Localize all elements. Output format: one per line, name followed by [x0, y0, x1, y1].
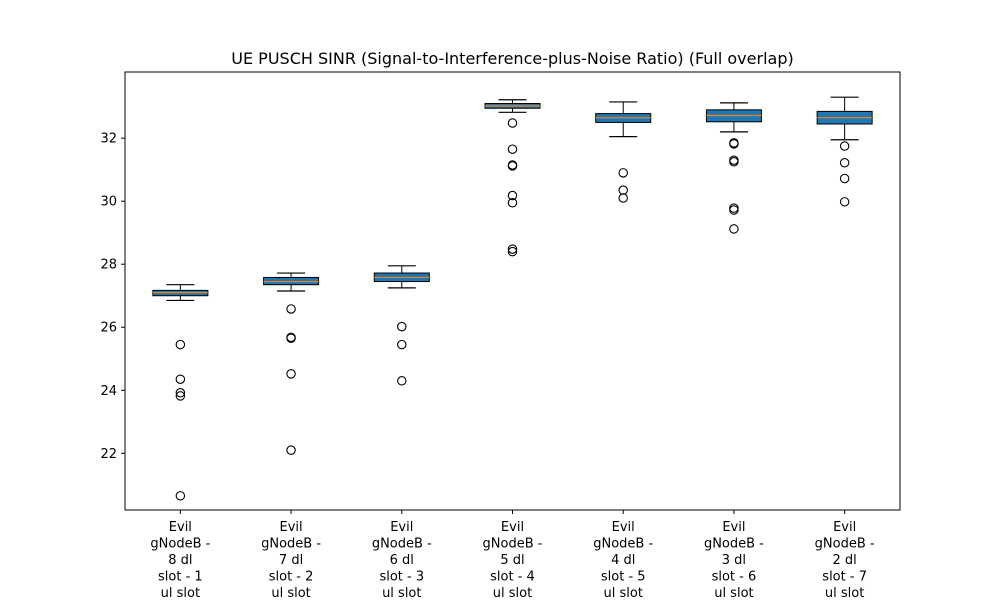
x-tick-label-line: gNodeB -	[815, 537, 875, 552]
outlier-point	[618, 193, 628, 203]
outlier-point	[729, 157, 739, 167]
outlier-point	[618, 168, 628, 178]
x-tick-label-line: gNodeB -	[483, 537, 543, 552]
x-tick-label-line: Evil	[722, 520, 745, 535]
outlier-point	[618, 185, 628, 195]
x-tick-label: Evil gNodeB -2 dl slot - 7 ul slot	[815, 520, 875, 600]
box-group	[595, 101, 652, 203]
outlier-point	[839, 197, 850, 207]
outlier-point	[397, 339, 407, 350]
x-tick-label-line: Evil	[501, 520, 524, 535]
outlier-point	[507, 198, 518, 208]
outlier-point	[175, 339, 186, 350]
box-group	[263, 272, 320, 455]
y-tick-label: 26	[100, 321, 117, 336]
outlier-point	[397, 376, 407, 386]
box-group	[816, 96, 873, 207]
x-tick-label-line: slot - 7	[822, 570, 867, 585]
x-tick-label-line: Evil	[280, 520, 303, 535]
x-tick-label-line: 8 dl	[168, 553, 192, 568]
box-group	[705, 102, 762, 234]
x-tick-label-line: slot - 2	[269, 570, 314, 585]
outlier-point	[839, 173, 850, 184]
y-tick-label: 22	[100, 447, 117, 462]
x-tick-label-line: ul slot	[271, 586, 310, 600]
x-tick-label-line: 3 dl	[722, 553, 746, 568]
outlier-point	[507, 144, 518, 154]
x-tick-label-line: slot - 5	[601, 570, 646, 585]
outlier-point	[286, 445, 296, 455]
outlier-point	[175, 491, 186, 501]
x-tick-label-line: 4 dl	[611, 553, 635, 568]
x-tick-label-line: Evil	[169, 520, 192, 535]
x-tick-label-line: ul slot	[714, 586, 753, 600]
x-tick-label: Evil gNodeB -5 dl slot - 4 ul slot	[483, 520, 543, 600]
x-tick-label-line: 6 dl	[390, 553, 414, 568]
x-tick-label-line: ul slot	[604, 586, 643, 600]
box-group	[484, 99, 541, 257]
x-tick-label-line: Evil	[390, 520, 413, 535]
boxes-layer	[152, 96, 873, 501]
x-tick-label-line: gNodeB -	[372, 537, 432, 552]
x-tick-label-line: 5 dl	[500, 553, 524, 568]
x-tick-label-line: slot - 6	[712, 570, 757, 585]
outlier-point	[839, 141, 850, 151]
plot-frame	[124, 71, 901, 511]
outlier-point	[729, 139, 739, 149]
x-tick-label: Evil gNodeB -4 dl slot - 5 ul slot	[593, 520, 653, 600]
x-tick-label-line: ul slot	[382, 586, 421, 600]
x-tick-label-line: gNodeB -	[150, 537, 210, 552]
x-tick-label-line: gNodeB -	[261, 537, 321, 552]
outlier-point	[286, 304, 296, 314]
outlier-point	[286, 333, 296, 344]
x-tick-label-line: slot - 3	[379, 570, 424, 585]
outlier-point	[507, 161, 518, 171]
x-tick-label: Evil gNodeB -8 dl slot - 1 ul slot	[150, 520, 210, 600]
x-tick-label-line: slot - 1	[158, 570, 203, 585]
x-tick-label-line: gNodeB -	[593, 537, 653, 552]
x-tick-label-line: slot - 4	[490, 570, 535, 585]
x-tick-label-line: ul slot	[825, 586, 864, 600]
y-tick-label: 30	[100, 195, 117, 210]
outlier-point	[397, 321, 407, 332]
x-tick-label-line: ul slot	[161, 586, 200, 600]
x-tick-label-line: Evil	[612, 520, 635, 535]
outlier-point	[507, 246, 518, 257]
y-tick-label: 28	[100, 258, 117, 273]
box-group	[373, 265, 430, 386]
outlier-point	[729, 224, 739, 234]
outlier-point	[507, 118, 518, 128]
chart-title: UE PUSCH SINR (Signal-to-Interference-pl…	[231, 49, 793, 68]
x-tick-label: Evil gNodeB -3 dl slot - 6 ul slot	[704, 520, 764, 600]
x-tick-label-line: 2 dl	[833, 553, 857, 568]
x-tick-label-line: Evil	[833, 520, 856, 535]
outlier-point	[286, 369, 296, 379]
outlier-point	[507, 244, 518, 254]
outlier-point	[729, 205, 739, 215]
x-tick-label-line: ul slot	[493, 586, 532, 600]
x-tick-label-line: gNodeB -	[704, 537, 764, 552]
y-axis: 22 24 26 28 30 32	[100, 132, 125, 462]
outlier-point	[729, 203, 739, 213]
outlier-point	[175, 388, 186, 398]
x-tick-label: Evil gNodeB -7 dl slot - 2 ul slot	[261, 520, 321, 600]
outlier-point	[507, 190, 518, 201]
outlier-point	[175, 391, 186, 401]
y-tick-label: 24	[100, 384, 117, 399]
x-tick-label-line: 7 dl	[279, 553, 303, 568]
outlier-point	[175, 374, 186, 384]
outlier-point	[839, 158, 850, 168]
y-tick-label: 32	[100, 132, 117, 147]
box-group	[152, 284, 209, 501]
x-tick-label: Evil gNodeB -6 dl slot - 3 ul slot	[372, 520, 432, 600]
